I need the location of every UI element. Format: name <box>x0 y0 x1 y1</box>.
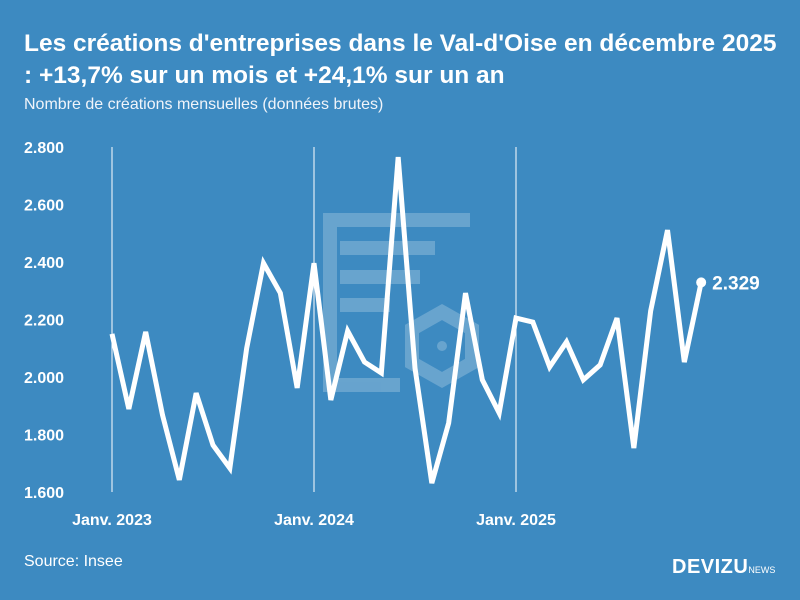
x-tick-label: Janv. 2025 <box>476 512 556 529</box>
series-line <box>109 156 704 484</box>
source-note: Source: Insee <box>24 553 123 570</box>
y-tick-label: 1.600 <box>24 485 64 502</box>
y-tick-label: 2.000 <box>24 370 64 387</box>
y-tick-label: 2.800 <box>24 140 64 157</box>
y-tick-label: 2.200 <box>24 313 64 330</box>
logo-main: DEVIZU <box>672 556 749 578</box>
y-tick-label: 1.800 <box>24 428 64 445</box>
x-tick-label: Janv. 2023 <box>72 512 152 529</box>
x-tick-label: Janv. 2024 <box>274 512 354 529</box>
devizu-logo: DEVIZUNEWS <box>672 556 775 579</box>
last-value-label: 2.329 <box>712 273 760 294</box>
logo-suffix: NEWS <box>748 565 776 575</box>
document-watermark-icon <box>323 213 479 392</box>
chart-subtitle: Nombre de créations mensuelles (données … <box>24 96 384 113</box>
last-point-marker <box>696 277 707 288</box>
y-tick-label: 2.600 <box>24 198 64 215</box>
y-tick-label: 2.400 <box>24 255 64 272</box>
chart-title: Les créations d'entreprises dans le Val-… <box>24 30 777 89</box>
